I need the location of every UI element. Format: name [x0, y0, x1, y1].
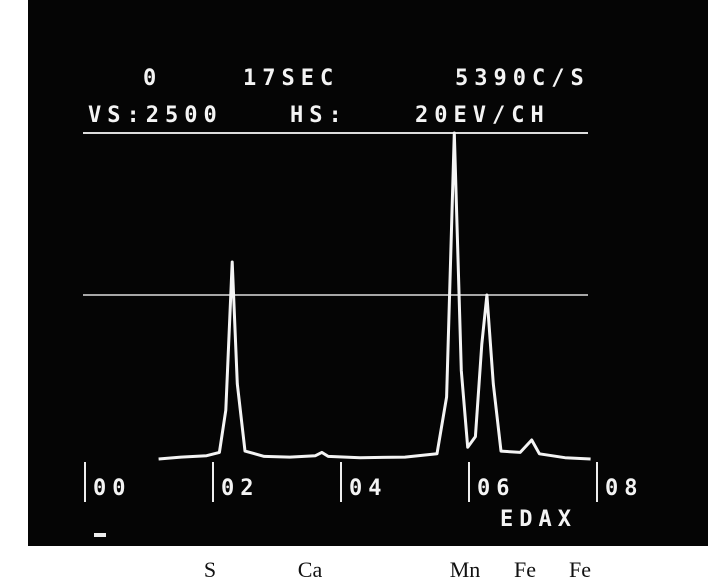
header-rate: 5390C/S	[455, 66, 590, 91]
header-vs: VS:2500	[88, 103, 223, 128]
x-tick-label: 00	[93, 476, 132, 501]
screen	[28, 0, 708, 546]
header-frame: 0	[143, 66, 162, 91]
x-tick-label: 08	[605, 476, 644, 501]
element-label: S	[204, 557, 216, 582]
x-tick-label: 04	[349, 476, 388, 501]
header-hs: 20EV/CH	[415, 103, 550, 128]
brand: EDAX	[500, 507, 577, 532]
x-tick-label: 02	[221, 476, 260, 501]
element-label: Mn	[450, 557, 481, 582]
marker	[94, 533, 106, 537]
header-hs-label: HS:	[290, 103, 348, 128]
x-tick-label: 06	[477, 476, 516, 501]
header-time: 17SEC	[243, 66, 339, 91]
element-label: Ca	[298, 557, 323, 582]
spectrum	[158, 131, 591, 461]
element-label: Fe	[569, 557, 591, 582]
element-label: Fe	[514, 557, 536, 582]
